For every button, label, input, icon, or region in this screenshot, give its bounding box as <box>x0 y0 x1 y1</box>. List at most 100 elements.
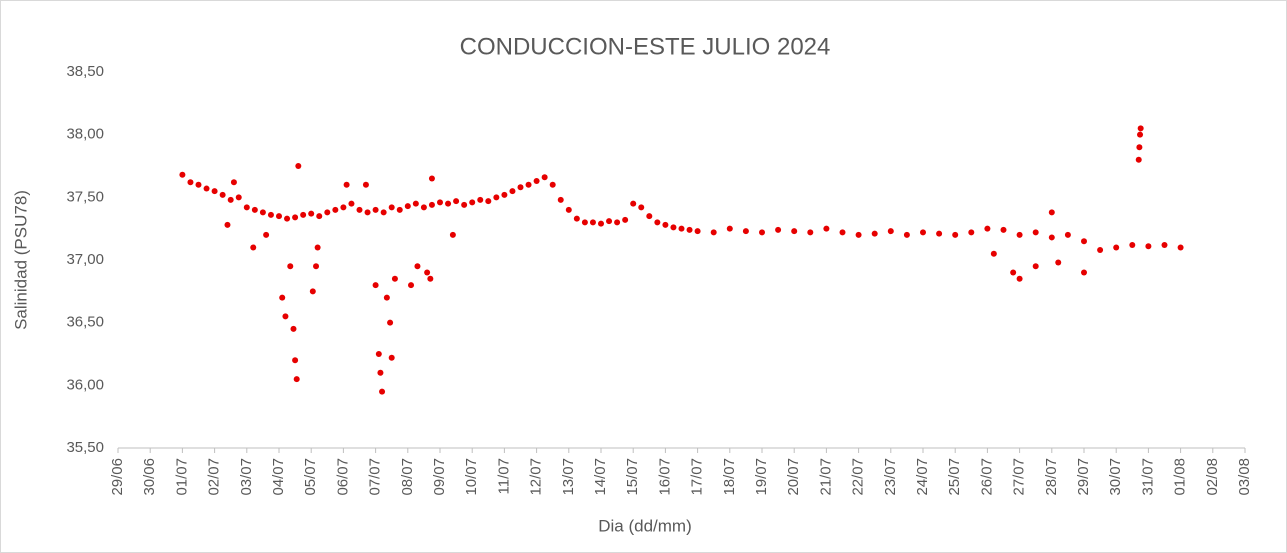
data-point <box>437 199 443 206</box>
data-point <box>485 198 492 205</box>
data-point <box>195 181 202 188</box>
data-point <box>332 206 339 213</box>
data-point <box>251 206 258 213</box>
data-point <box>968 229 975 236</box>
x-tick-label: 07/07 <box>367 458 384 496</box>
data-point <box>1129 241 1136 248</box>
x-tick-label: 14/07 <box>592 458 609 496</box>
data-point <box>1048 209 1055 216</box>
data-point <box>686 226 693 233</box>
data-point <box>404 203 411 210</box>
data-point <box>295 163 302 169</box>
x-tick-label: 21/07 <box>817 458 834 496</box>
y-axis-label: Salinidad (PSU78) <box>11 190 30 330</box>
data-point <box>219 191 226 198</box>
data-point <box>427 275 434 282</box>
data-point <box>1113 244 1120 251</box>
data-point <box>375 351 382 357</box>
x-tick-label: 02/08 <box>1204 458 1221 496</box>
data-point <box>557 196 564 203</box>
data-point <box>614 219 621 226</box>
data-point <box>380 209 387 216</box>
data-point <box>1055 259 1062 266</box>
data-point <box>839 229 846 236</box>
data-point <box>1016 275 1023 282</box>
y-tick-label: 37,50 <box>66 188 104 205</box>
x-tick-label: 04/07 <box>270 458 287 496</box>
data-point <box>372 206 379 213</box>
data-point <box>525 181 532 188</box>
data-point <box>1137 125 1144 132</box>
x-tick-label: 10/07 <box>463 458 480 496</box>
data-point <box>343 181 350 188</box>
data-point <box>1064 231 1071 238</box>
data-point <box>990 250 997 257</box>
data-point <box>1161 241 1168 248</box>
data-point <box>408 282 415 289</box>
data-point <box>517 184 524 191</box>
x-tick-label: 28/07 <box>1043 458 1060 496</box>
data-point <box>791 228 798 235</box>
data-point <box>428 175 435 182</box>
x-tick-label: 22/07 <box>850 458 867 496</box>
data-point <box>428 201 435 208</box>
x-tick-label: 17/07 <box>689 458 706 496</box>
data-point <box>388 354 395 361</box>
data-point <box>1137 131 1144 138</box>
y-tick-label: 37,00 <box>66 251 104 268</box>
x-tick-label: 09/07 <box>431 458 448 496</box>
x-tick-label: 23/07 <box>882 458 899 496</box>
data-point <box>324 209 331 216</box>
data-point <box>461 201 468 208</box>
data-point <box>1048 234 1055 241</box>
data-point <box>493 194 500 201</box>
data-point <box>356 206 363 213</box>
data-point <box>501 191 508 198</box>
x-tick-label: 26/07 <box>978 458 995 496</box>
data-point <box>267 211 274 218</box>
x-tick-label: 06/07 <box>334 458 351 496</box>
data-point <box>598 220 604 227</box>
data-point <box>662 221 669 228</box>
data-point <box>742 228 749 235</box>
data-point <box>1000 226 1007 233</box>
data-point <box>477 196 484 203</box>
x-tick-label: 25/07 <box>946 458 963 496</box>
y-tick-label: 38,50 <box>66 63 104 80</box>
data-point <box>565 206 572 213</box>
x-tick-label: 01/07 <box>173 458 190 496</box>
data-point <box>589 219 596 226</box>
data-point <box>387 319 394 326</box>
data-point <box>179 171 186 178</box>
data-point <box>243 204 250 211</box>
data-point <box>1016 231 1023 238</box>
y-tick-label: 36,00 <box>66 376 104 393</box>
data-point <box>920 229 926 236</box>
data-point <box>292 214 299 221</box>
data-point <box>541 174 548 181</box>
data-point <box>235 194 242 201</box>
x-tick-label: 18/07 <box>721 458 738 496</box>
data-point <box>203 185 210 192</box>
data-point <box>654 219 661 226</box>
data-point <box>445 200 452 207</box>
data-point <box>581 219 588 226</box>
data-point <box>509 188 516 195</box>
x-tick-label: 29/06 <box>109 458 126 496</box>
data-point <box>364 209 371 216</box>
data-point <box>396 206 403 213</box>
data-point <box>420 204 427 211</box>
x-tick-label: 12/07 <box>528 458 545 496</box>
data-point <box>227 196 234 203</box>
data-point <box>533 178 540 185</box>
data-point <box>290 325 297 332</box>
data-point <box>383 294 390 301</box>
data-point <box>379 388 386 395</box>
data-point <box>984 225 991 232</box>
data-point <box>316 213 323 220</box>
x-tick-label: 01/08 <box>1172 458 1189 496</box>
data-point <box>807 229 814 236</box>
x-tick-label: 08/07 <box>399 458 416 496</box>
